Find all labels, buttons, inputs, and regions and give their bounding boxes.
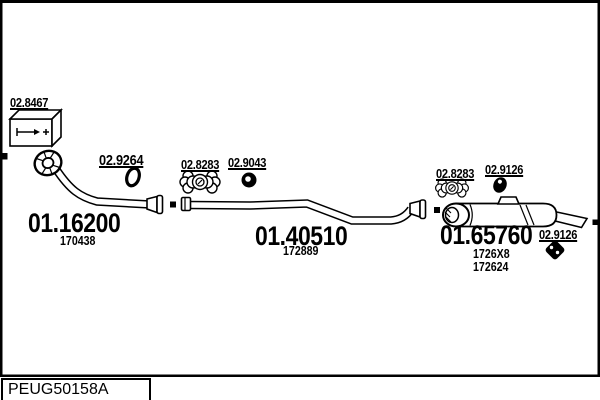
- centre-gasket-number[interactable]: 02.9043: [228, 155, 267, 170]
- rear-mount-icon: [435, 178, 469, 198]
- joint-marker-2: [434, 207, 440, 213]
- centre-pipe-drawing: [180, 196, 427, 225]
- front-pipe-ref: 170438: [60, 234, 96, 248]
- rear-silencer-ref-a: 1726X8: [473, 247, 510, 261]
- rear-silencer-drawing: [442, 196, 598, 229]
- joint-marker-1: [170, 201, 176, 208]
- exhaust-diagram-drawing: [0, 0, 600, 377]
- centre-pipe-number[interactable]: 01.40510: [255, 221, 348, 251]
- drawing-code-box: PEUG50158A: [1, 378, 151, 400]
- front-gasket-number[interactable]: 02.9264: [99, 152, 144, 169]
- drawing-frame: [0, 0, 600, 377]
- rear-hanger-icon: [493, 177, 507, 193]
- fitting-kit-number[interactable]: 02.8467: [10, 95, 49, 110]
- centre-gasket-icon: [241, 172, 257, 188]
- front-flange: [33, 149, 63, 177]
- rear-silencer-ref-b: 172624: [473, 260, 509, 274]
- centre-mount-number[interactable]: 02.8283: [181, 157, 220, 172]
- manifold-joint-marker: [1, 153, 8, 160]
- rear-silencer-number[interactable]: 01.65760: [440, 220, 533, 250]
- centre-mount-icon: [179, 170, 221, 194]
- tail-hanger-icon: [545, 240, 565, 260]
- centre-pipe-ref: 172889: [283, 244, 319, 258]
- rear-hanger-number[interactable]: 02.9126: [485, 162, 524, 177]
- front-pipe-number[interactable]: 01.16200: [28, 208, 121, 238]
- drawing-code: PEUG50158A: [8, 381, 109, 398]
- rear-mount-number[interactable]: 02.8283: [436, 166, 475, 181]
- front-gasket-icon: [125, 166, 141, 188]
- tail-hanger-number[interactable]: 02.9126: [539, 227, 578, 242]
- front-pipe-drawing: [52, 166, 164, 215]
- fitting-kit-icon: [8, 108, 63, 148]
